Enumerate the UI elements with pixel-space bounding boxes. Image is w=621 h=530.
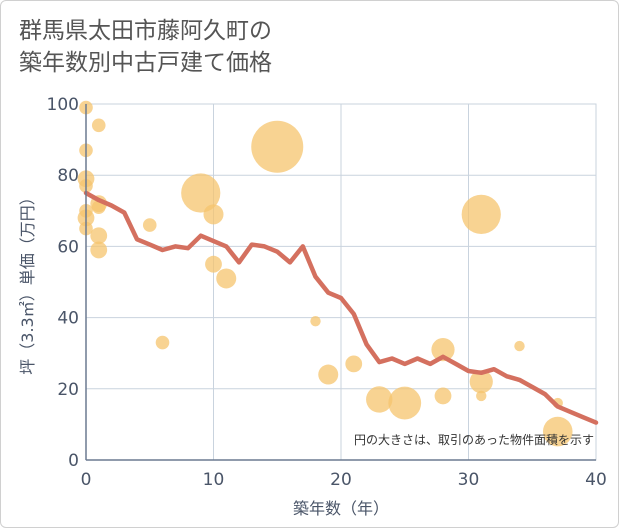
chart-title: 群馬県太田市藤阿久町の 築年数別中古戸建て価格 [19,15,439,79]
trend-line [83,190,599,425]
y-tick-label: 100 [47,95,79,115]
y-tick-label: 80 [57,166,79,186]
data-bubble [476,390,487,402]
y-tick-label: 60 [57,237,79,257]
data-bubble [142,218,157,232]
data-bubble [155,335,170,350]
data-bubble [181,173,221,213]
data-bubble [90,227,108,245]
x-tick-label: 40 [585,470,607,490]
data-bubble [205,255,222,273]
bubble-series [77,100,573,447]
chart-title-line-1: 群馬県太田市藤阿久町の [19,18,272,44]
data-bubble [251,120,304,173]
x-axis-label: 築年数（年） [293,499,389,518]
data-bubble [203,204,224,225]
data-bubble [469,370,493,394]
data-bubble [90,241,108,259]
data-bubble [310,315,321,327]
trend-series [83,190,599,425]
data-bubble [431,338,455,362]
axes: 0 20 40 60 80 100 0 10 20 30 40 [47,95,607,490]
data-bubble [318,364,339,385]
x-tick-label: 10 [203,470,225,490]
x-tick-label: 0 [81,470,92,490]
data-bubble [461,194,501,234]
chart-title-line-2: 築年数別中古戸建て価格 [19,50,272,76]
data-bubble [434,387,452,405]
data-bubble [91,118,106,133]
y-tick-label: 20 [57,380,79,400]
data-bubble [216,268,237,289]
x-tick-label: 30 [458,470,480,490]
grid-lines [85,103,597,461]
y-tick-label: 0 [68,451,79,471]
data-bubble [388,386,422,420]
x-tick-label: 20 [330,470,352,490]
data-bubble [345,355,363,373]
y-axis-label: 坪（3.3㎡）単価（万円） [18,189,37,374]
data-bubble [366,386,393,413]
y-tick-label: 40 [57,309,79,329]
data-bubble [514,340,525,352]
size-annotation: 円の大きさは、取引のあった物件面積を示す [354,432,594,447]
data-bubble [542,416,573,447]
